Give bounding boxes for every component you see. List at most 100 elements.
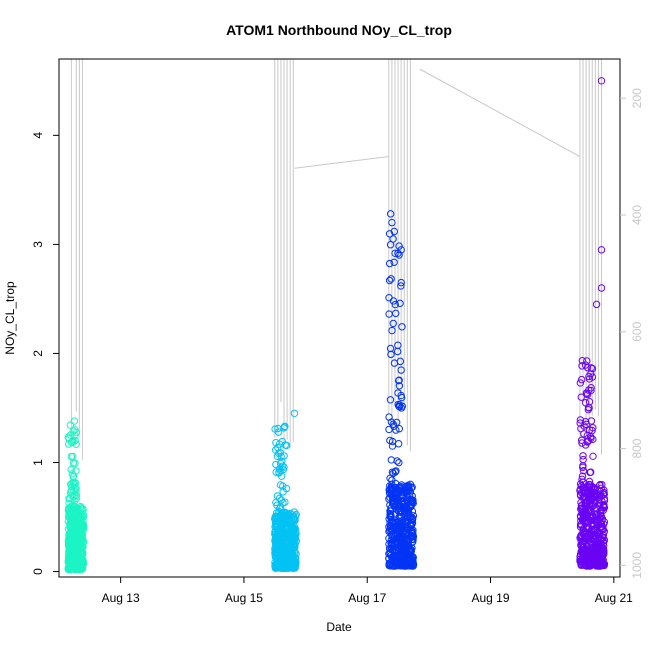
data-point	[389, 420, 397, 428]
data-point	[398, 537, 406, 545]
pressure-connector-line	[294, 156, 389, 169]
data-point	[577, 541, 585, 549]
data-point	[576, 416, 585, 424]
data-point	[274, 443, 282, 452]
data-point	[586, 468, 594, 477]
data-point	[388, 326, 396, 335]
data-point	[78, 558, 86, 567]
data-point	[67, 555, 75, 564]
data-point	[389, 556, 397, 564]
data-point	[288, 549, 296, 557]
data-point	[386, 501, 394, 509]
data-point	[271, 564, 280, 572]
y-tick-label: 3	[31, 241, 45, 248]
data-point	[76, 531, 84, 539]
data-point	[388, 218, 396, 227]
data-point	[596, 562, 605, 570]
data-point	[282, 556, 290, 565]
data-point	[69, 528, 77, 536]
data-point	[588, 512, 597, 520]
data-point	[286, 537, 294, 545]
data-point	[577, 375, 586, 384]
data-point	[596, 507, 604, 516]
data-point	[406, 544, 414, 553]
data-point	[578, 472, 587, 480]
data-point	[394, 488, 403, 496]
y-tick-label: 0	[31, 568, 45, 575]
data-point	[581, 558, 589, 567]
data-point	[391, 249, 399, 257]
data-point	[576, 485, 585, 493]
data-point	[387, 511, 395, 520]
data-point	[576, 552, 584, 561]
data-point	[388, 437, 397, 446]
data-point	[390, 227, 398, 236]
data-point	[74, 548, 83, 556]
data-point	[281, 498, 289, 506]
x-axis-label: Date	[326, 620, 352, 634]
data-point	[386, 210, 395, 218]
data-point	[389, 319, 397, 328]
y-tick-label: 1	[31, 459, 45, 466]
data-point	[286, 509, 295, 518]
data-point	[404, 526, 412, 534]
data-point	[585, 512, 594, 520]
data-point	[585, 398, 594, 406]
data-point	[387, 489, 396, 497]
data-point	[69, 479, 78, 487]
x-axis: Aug 13 Aug 15 Aug 17 Aug 19 Aug 21	[102, 577, 633, 605]
data-point	[404, 487, 413, 495]
data-point	[279, 514, 287, 522]
data-point	[385, 259, 394, 268]
data-point	[395, 251, 403, 259]
data-point	[394, 389, 402, 397]
data-point	[396, 550, 405, 558]
data-point	[589, 535, 598, 543]
data-point	[588, 545, 597, 553]
data-point	[71, 484, 80, 492]
data-point	[387, 418, 396, 426]
data-point	[391, 300, 399, 309]
data-point	[71, 511, 80, 520]
data-point	[280, 424, 288, 432]
data-point	[586, 426, 594, 434]
data-point	[579, 466, 588, 475]
data-point	[404, 484, 413, 492]
data-point	[407, 546, 415, 554]
data-point	[71, 436, 79, 445]
data-point	[403, 486, 412, 494]
data-point	[76, 510, 85, 518]
data-point	[78, 546, 86, 554]
data-point	[599, 501, 608, 509]
data-point	[600, 486, 608, 494]
data-point	[389, 469, 397, 478]
data-point	[67, 483, 76, 491]
data-point	[280, 552, 289, 560]
plot-box	[58, 58, 621, 578]
data-point	[288, 564, 297, 572]
data-point	[291, 515, 299, 523]
data-point	[395, 425, 404, 433]
data-point	[272, 550, 280, 558]
data-point	[597, 246, 606, 254]
data-point	[397, 544, 406, 553]
data-point	[396, 357, 405, 366]
data-point	[581, 516, 589, 525]
data-point	[276, 523, 285, 532]
data-point	[579, 452, 587, 460]
data-point	[391, 468, 399, 476]
data-point	[288, 522, 296, 530]
y-axis-label: NOy_CL_trop	[3, 281, 17, 355]
data-point	[396, 519, 405, 528]
data-point	[272, 537, 280, 546]
data-point	[585, 562, 594, 570]
data-point	[588, 373, 597, 381]
data-point	[391, 528, 399, 537]
right-tick-label: 800	[630, 438, 644, 458]
data-point	[385, 534, 393, 543]
data-point	[272, 460, 280, 469]
pressure-connector-line	[419, 68, 581, 158]
data-point	[403, 497, 411, 505]
data-point	[271, 425, 279, 433]
data-point	[387, 275, 395, 283]
